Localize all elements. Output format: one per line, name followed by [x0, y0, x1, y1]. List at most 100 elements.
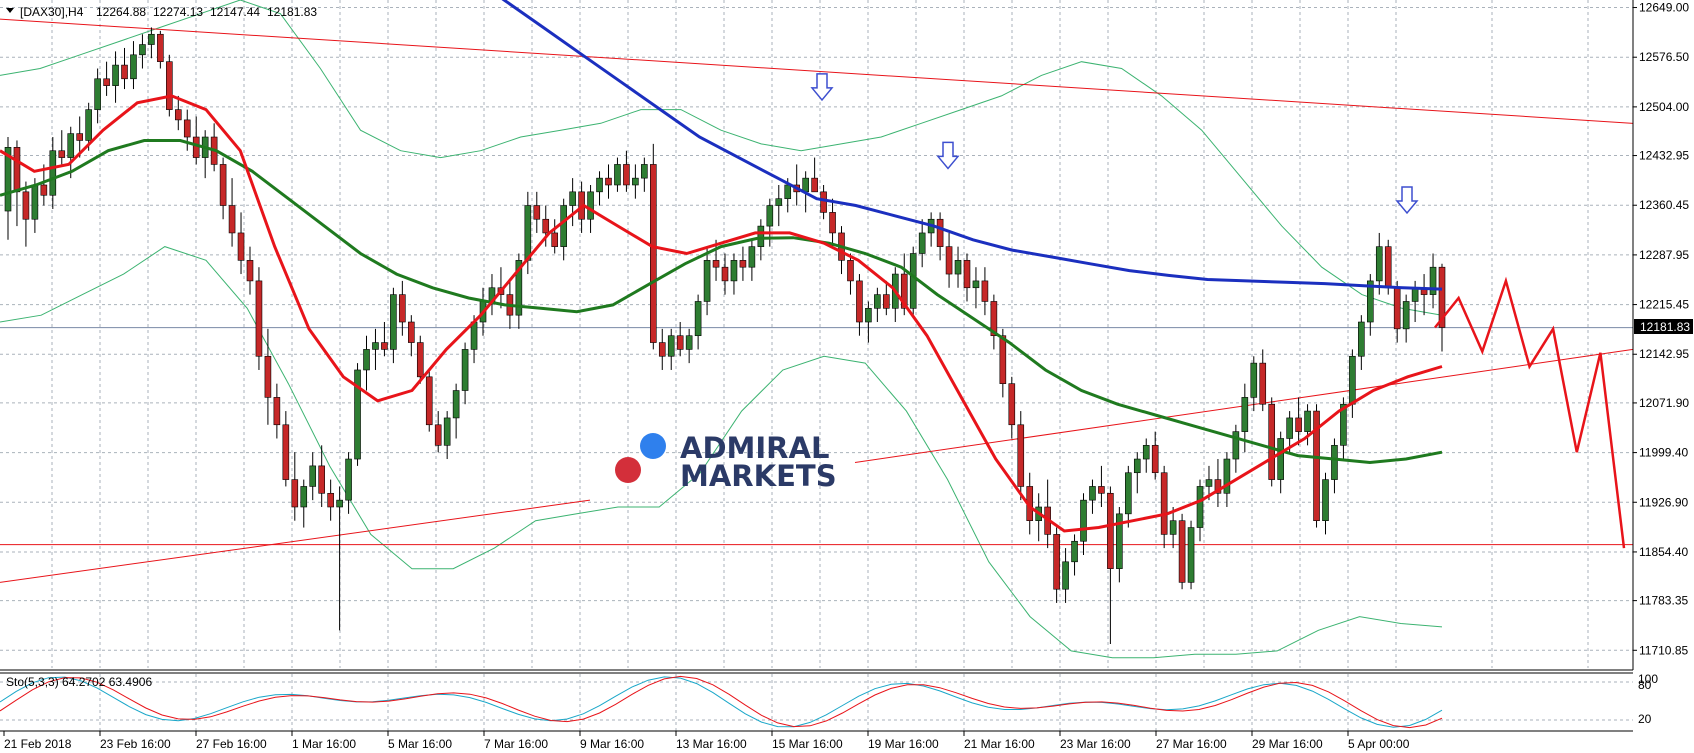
candle-bear	[1098, 486, 1105, 494]
candle-bear	[1151, 445, 1159, 474]
time-tick-label: 13 Mar 16:00	[676, 737, 747, 751]
descending-resistance-trendline[interactable]	[0, 18, 1634, 124]
candle-bull	[1331, 445, 1338, 480]
logo-text-admiral: ADMIRAL	[680, 431, 829, 465]
time-tick-label: 1 Mar 16:00	[292, 737, 356, 751]
ascending-support-trendline-left[interactable]	[0, 499, 591, 583]
candle-bear	[408, 321, 415, 343]
price-tick-label: 12649.00	[1639, 1, 1689, 15]
candle-bull	[632, 177, 639, 186]
price-tick-label: 12287.95	[1639, 248, 1689, 262]
candle-bear	[246, 260, 254, 282]
candle-bull	[685, 335, 693, 350]
candle-bull	[1429, 266, 1437, 295]
logo-text-markets: MARKETS	[680, 459, 837, 493]
candle-bull	[703, 260, 711, 302]
symbol-label: [DAX30],H4	[20, 5, 84, 19]
time-tick-label: 29 Mar 16:00	[1252, 737, 1323, 751]
grid	[0, 0, 1633, 731]
candle-bull	[1080, 499, 1087, 542]
stochastic-d-line	[0, 675, 1443, 729]
price-tick-label: 11783.35	[1639, 594, 1688, 608]
candle-bear	[990, 301, 998, 337]
candle-bear	[1214, 479, 1222, 494]
candle-bull	[874, 294, 881, 309]
time-tick-label: 7 Mar 16:00	[484, 737, 548, 751]
candle-bear	[1259, 362, 1267, 405]
time-axis[interactable]: 21 Feb 2018 23 Feb 16:00 27 Feb 16:00 1 Mar…	[3, 731, 1410, 751]
candle-bull	[1241, 397, 1249, 432]
moving-averages	[0, 0, 1443, 533]
candle-bear	[649, 164, 657, 343]
candle-bull	[67, 133, 75, 158]
stochastic-pane[interactable]	[0, 675, 1633, 729]
down-arrow-marker	[810, 73, 834, 102]
time-tick-label: 23 Feb 16:00	[100, 737, 171, 751]
candle-bear	[963, 260, 971, 289]
candle-bull	[1304, 410, 1311, 432]
candle-bull	[1411, 287, 1419, 302]
candle-bull	[1125, 472, 1132, 515]
candle-bull	[130, 54, 137, 80]
candle-bear	[416, 342, 424, 378]
candle-bear	[425, 376, 433, 426]
admiral-markets-watermark: ADMIRAL MARKETS	[615, 431, 837, 493]
candle-bull	[1133, 458, 1141, 474]
candle-bear	[273, 397, 281, 426]
candle-bull	[1089, 486, 1096, 501]
candle-bear	[811, 177, 818, 193]
candle-bull	[148, 33, 155, 45]
candle-bear	[721, 266, 729, 282]
candle-bear	[58, 150, 66, 158]
candle-bull	[390, 294, 397, 350]
candle-bull	[470, 321, 478, 350]
candle-bull	[1232, 431, 1240, 460]
time-tick-label: 5 Apr 00:00	[1348, 737, 1410, 751]
time-tick-label: 21 Mar 16:00	[964, 737, 1035, 751]
ohlc-low: 12147.44	[210, 5, 260, 19]
candle-bull	[4, 147, 12, 212]
candlesticks	[4, 27, 1446, 645]
candle-bull	[757, 225, 765, 247]
candle-bull	[354, 369, 361, 460]
candle-bull	[1277, 438, 1284, 480]
candle-bear	[264, 355, 272, 398]
candle-bear	[829, 212, 836, 234]
candle-bull	[784, 184, 792, 199]
candle-bear	[434, 424, 442, 446]
candle-bear	[936, 218, 944, 247]
oscillator-label: Sto(5,3,3) 64.2702 63.4906	[6, 675, 152, 689]
symbol-dropdown-icon[interactable]	[6, 8, 14, 13]
candle-bull	[452, 390, 460, 419]
candle-bear	[291, 479, 299, 508]
osc-level-20: 20	[1638, 712, 1652, 726]
candle-bear	[945, 246, 953, 275]
time-tick-label: 27 Mar 16:00	[1156, 737, 1227, 751]
candle-bull	[336, 499, 343, 508]
candle-bull	[1142, 445, 1150, 460]
candle-bull	[865, 308, 872, 323]
candle-bull	[85, 109, 92, 141]
candle-bull	[972, 280, 980, 289]
candle-bear	[76, 133, 83, 141]
candle-bear	[820, 191, 827, 213]
candle-bear	[40, 184, 48, 196]
price-axis[interactable]: 12649.00 12576.50 12504.00 12432.95 12360.45…	[1633, 1, 1689, 658]
price-tick-label: 12142.95	[1639, 347, 1689, 361]
candle-bear	[255, 280, 263, 357]
candle-bull	[1375, 246, 1383, 282]
logo-dot-blue	[640, 433, 666, 459]
candle-bear	[103, 78, 110, 86]
bollinger-bands	[0, 0, 1443, 659]
candle-bear	[1053, 534, 1060, 590]
candle-bear	[381, 342, 388, 350]
ohlc-open: 12264.88	[96, 5, 146, 19]
marker-arrows	[810, 73, 1419, 215]
current-price-label: 12181.83	[1640, 320, 1690, 334]
candle-bear	[318, 465, 325, 494]
candle-bull	[587, 191, 594, 220]
candle-bull	[309, 465, 317, 487]
osc-level-80: 80	[1638, 678, 1652, 692]
trendlines[interactable]	[0, 18, 1634, 583]
